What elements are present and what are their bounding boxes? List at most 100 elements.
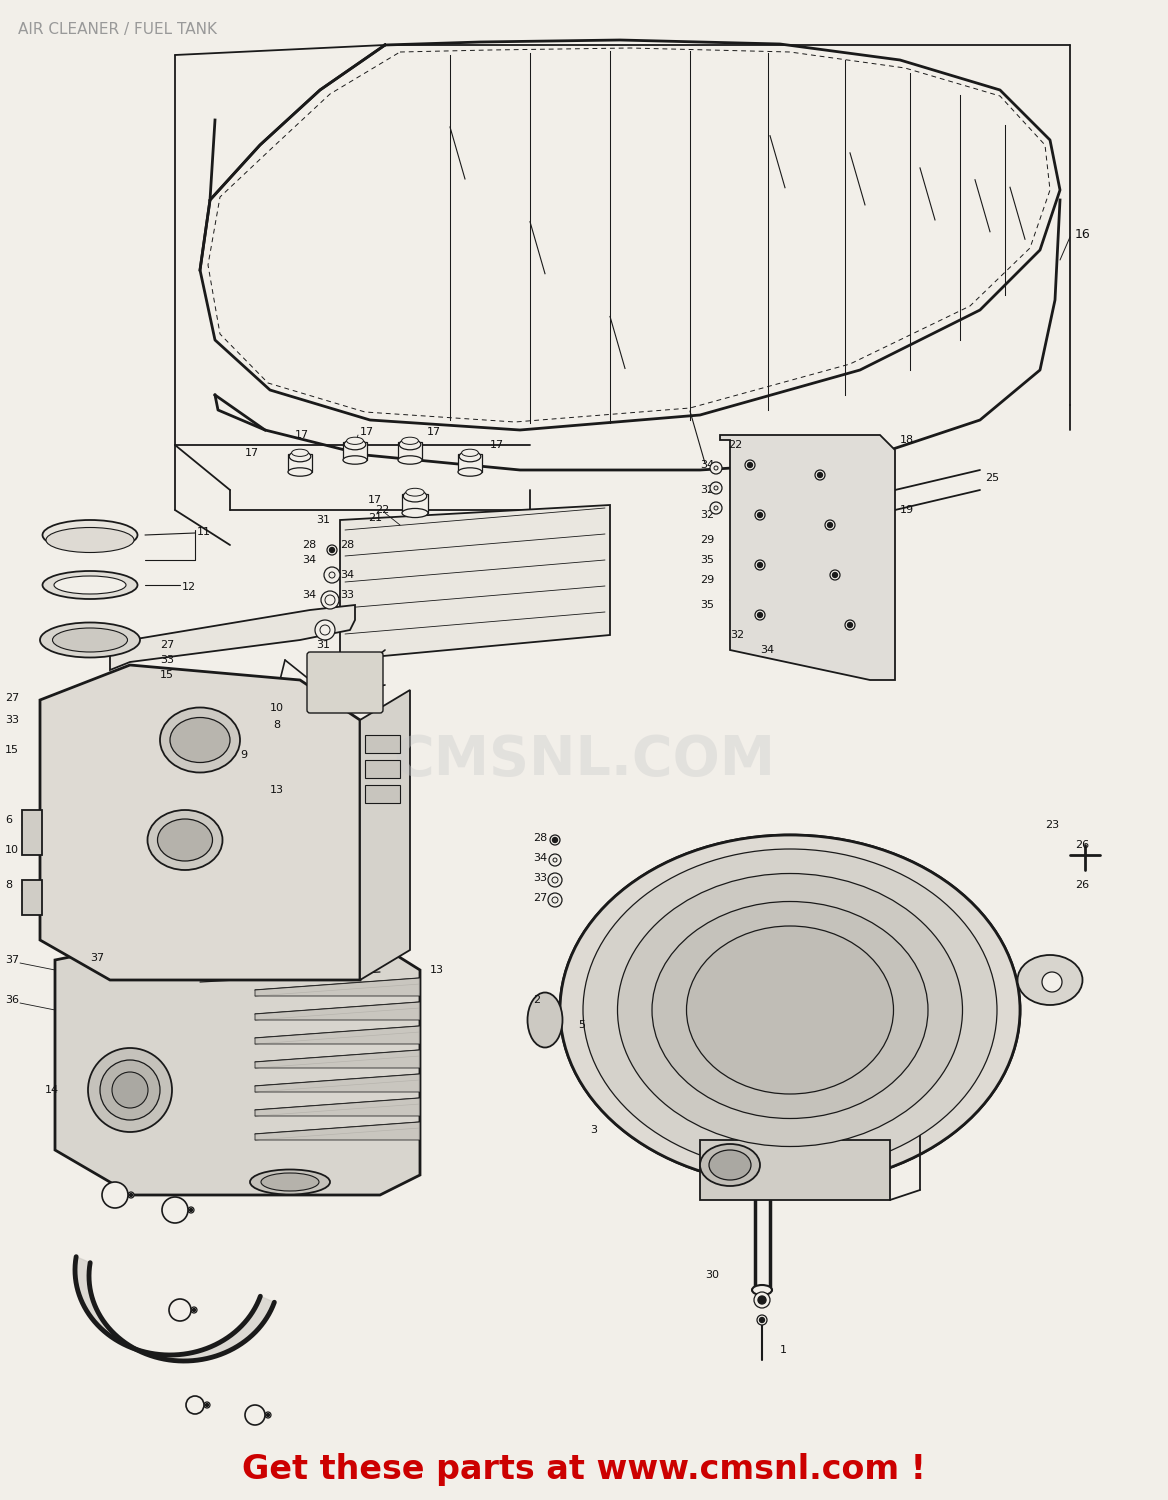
Circle shape	[162, 1197, 188, 1222]
Text: 12: 12	[182, 582, 196, 592]
Bar	[398, 442, 422, 460]
Circle shape	[758, 513, 763, 517]
Text: 28: 28	[303, 540, 317, 550]
Ellipse shape	[752, 1286, 772, 1294]
Bar	[458, 454, 482, 472]
Circle shape	[325, 596, 335, 604]
Text: 37: 37	[5, 956, 19, 964]
Text: 26: 26	[1075, 880, 1089, 890]
Circle shape	[324, 567, 340, 584]
Ellipse shape	[40, 622, 140, 657]
Text: 37: 37	[90, 952, 104, 963]
Text: 28: 28	[340, 540, 354, 550]
Text: 25: 25	[985, 472, 999, 483]
Ellipse shape	[403, 490, 426, 502]
Text: 27: 27	[533, 892, 548, 903]
Circle shape	[758, 562, 763, 567]
Bar	[22, 880, 42, 915]
Circle shape	[320, 626, 331, 634]
Text: 21: 21	[368, 513, 382, 523]
Circle shape	[204, 1402, 210, 1408]
Text: AIR CLEANER / FUEL TANK: AIR CLEANER / FUEL TANK	[18, 22, 217, 38]
Circle shape	[193, 1308, 195, 1311]
Text: 27: 27	[5, 693, 19, 703]
Circle shape	[550, 836, 559, 844]
Ellipse shape	[652, 902, 929, 1119]
Bar	[402, 494, 427, 513]
Text: 17: 17	[245, 448, 259, 458]
Ellipse shape	[347, 436, 363, 444]
Text: 4: 4	[665, 1053, 672, 1064]
Ellipse shape	[559, 836, 1020, 1185]
Ellipse shape	[583, 849, 997, 1172]
Circle shape	[88, 1048, 172, 1132]
Text: 34: 34	[623, 1040, 637, 1050]
Text: 33: 33	[340, 590, 354, 600]
Ellipse shape	[459, 452, 481, 462]
Text: 32: 32	[700, 510, 714, 520]
Ellipse shape	[1017, 956, 1083, 1005]
Text: 14: 14	[46, 1084, 60, 1095]
Text: 29: 29	[700, 574, 715, 585]
Circle shape	[714, 486, 718, 490]
Circle shape	[818, 472, 822, 477]
Circle shape	[759, 1317, 765, 1323]
Polygon shape	[110, 604, 355, 670]
Text: 27: 27	[700, 1084, 715, 1095]
Text: 15: 15	[160, 670, 174, 680]
Bar	[364, 735, 399, 753]
Text: 20: 20	[325, 716, 339, 724]
Text: CMSNL.COM: CMSNL.COM	[392, 734, 776, 788]
Circle shape	[552, 878, 558, 884]
Text: 24: 24	[695, 1065, 709, 1076]
Text: 35: 35	[700, 555, 714, 566]
Ellipse shape	[402, 436, 418, 444]
Circle shape	[112, 1072, 148, 1108]
Ellipse shape	[399, 440, 420, 450]
Text: 32: 32	[700, 484, 714, 495]
Ellipse shape	[54, 576, 126, 594]
Text: 10: 10	[5, 844, 19, 855]
Ellipse shape	[290, 452, 311, 462]
Ellipse shape	[398, 456, 422, 464]
Circle shape	[755, 975, 825, 1046]
Ellipse shape	[600, 865, 980, 1155]
Ellipse shape	[343, 456, 367, 464]
Text: 36: 36	[5, 994, 19, 1005]
Text: 8: 8	[273, 720, 280, 730]
Ellipse shape	[147, 810, 222, 870]
Ellipse shape	[646, 900, 933, 1119]
Text: 34: 34	[303, 590, 317, 600]
Bar	[364, 784, 399, 802]
Polygon shape	[255, 1026, 420, 1044]
Text: 26: 26	[1075, 840, 1089, 850]
Text: 5: 5	[578, 1020, 585, 1031]
Text: 8: 8	[5, 880, 12, 890]
Ellipse shape	[709, 1150, 751, 1180]
Polygon shape	[40, 664, 360, 980]
Circle shape	[265, 1412, 271, 1418]
Circle shape	[315, 620, 335, 640]
Circle shape	[748, 462, 752, 468]
Circle shape	[206, 1404, 209, 1407]
Text: 19: 19	[901, 506, 915, 515]
Ellipse shape	[345, 440, 366, 450]
Ellipse shape	[42, 572, 138, 598]
Circle shape	[757, 1316, 767, 1324]
Circle shape	[758, 612, 763, 618]
Text: 7: 7	[182, 633, 189, 644]
Text: 13: 13	[430, 964, 444, 975]
Circle shape	[327, 544, 338, 555]
Text: 15: 15	[5, 746, 19, 754]
Text: 22: 22	[375, 506, 389, 515]
Text: 10: 10	[270, 704, 284, 712]
Polygon shape	[255, 1122, 420, 1140]
Ellipse shape	[461, 448, 479, 456]
Text: 34: 34	[700, 460, 714, 470]
Circle shape	[321, 591, 339, 609]
Circle shape	[188, 1208, 194, 1214]
Polygon shape	[255, 1074, 420, 1092]
Circle shape	[848, 622, 853, 627]
Text: 34: 34	[303, 555, 317, 566]
Circle shape	[128, 1192, 134, 1198]
